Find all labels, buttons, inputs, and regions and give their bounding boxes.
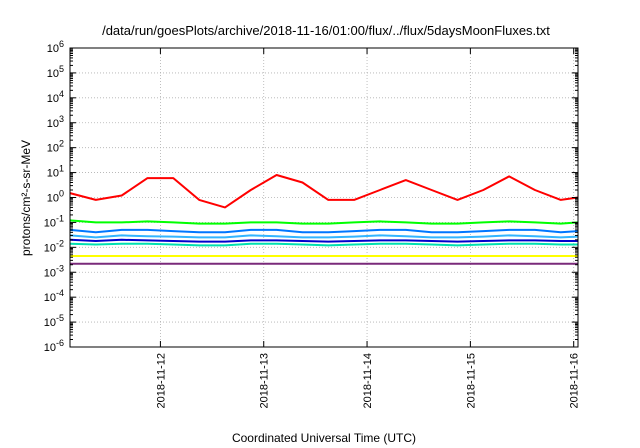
chart-title: /data/run/goesPlots/archive/2018-11-16/0… — [102, 23, 550, 38]
x-tick-label: 2018-11-12 — [155, 353, 167, 408]
y-tick-label: 10-5 — [44, 313, 64, 329]
y-tick-label: 103 — [47, 114, 64, 130]
y-axis-ticks: 10-6 10-5 10-4 10-3 10-2 10-1 100 101 102 103 104 1… — [44, 39, 578, 354]
y-tick-label: 104 — [47, 89, 64, 105]
x-axis-label: Coordinated Universal Time (UTC) — [232, 431, 416, 445]
y-tick-label: 10-3 — [44, 263, 64, 279]
y-tick-label: 10-2 — [44, 238, 64, 254]
x-tick-label: 2018-11-16 — [569, 353, 581, 408]
y-tick-label: 100 — [47, 189, 64, 205]
x-axis-ticks: 2018-11-12 2018-11-13 2018-11-14 2018-11-15… — [155, 48, 581, 408]
y-tick-label: 102 — [47, 139, 64, 155]
series-line — [69, 242, 578, 247]
series-line — [69, 238, 578, 243]
series-lines — [69, 174, 579, 265]
y-tick-label: 10-6 — [44, 338, 64, 354]
x-tick-label: 2018-11-14 — [362, 353, 374, 408]
y-axis-label: protons/cm²-s-sr-MeV — [19, 140, 33, 256]
series-line — [69, 174, 579, 209]
y-tick-label: 106 — [47, 39, 64, 55]
x-tick-label: 2018-11-15 — [465, 353, 477, 408]
y-tick-label: 105 — [47, 64, 64, 80]
series-line — [69, 234, 579, 239]
series-line — [69, 228, 579, 234]
y-tick-label: 101 — [47, 164, 64, 180]
series-line — [69, 219, 579, 225]
x-tick-label: 2018-11-13 — [259, 353, 271, 408]
y-tick-label: 10-1 — [44, 213, 64, 229]
y-tick-label: 10-4 — [44, 288, 64, 304]
